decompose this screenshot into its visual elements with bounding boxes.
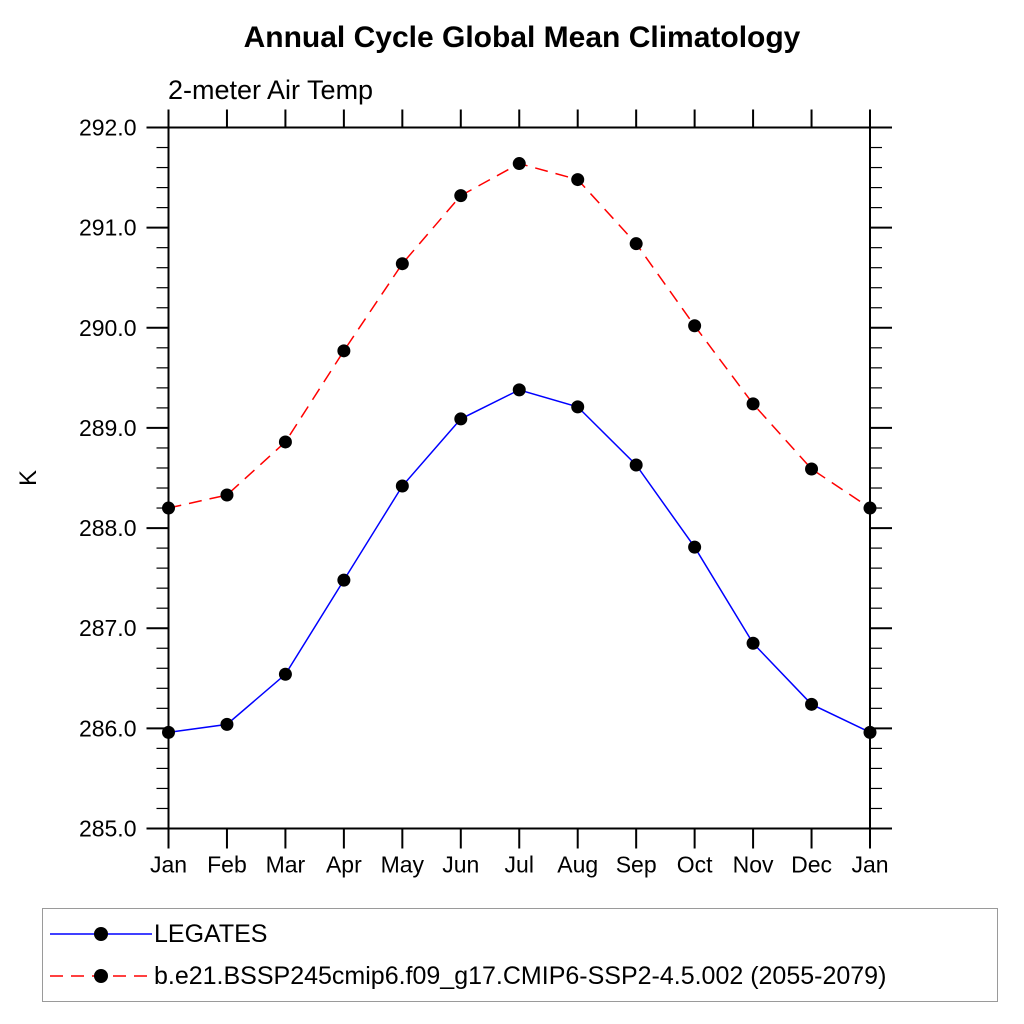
- series-line-model: [168, 162, 871, 509]
- x-tick-label: Apr: [326, 852, 362, 878]
- data-point-marker: [571, 173, 585, 187]
- y-tick-label: 291.0: [79, 215, 137, 241]
- legend-label-legates: LEGATES: [154, 919, 268, 948]
- x-tick-label: Jun: [442, 852, 479, 878]
- data-point-marker: [454, 189, 468, 203]
- legend-marker-dot: [94, 969, 108, 983]
- data-point-marker: [688, 540, 702, 554]
- x-tick-label: Mar: [266, 852, 306, 878]
- data-point-marker: [220, 488, 234, 502]
- chart-title: Annual Cycle Global Mean Climatology: [244, 21, 801, 54]
- data-point-marker: [688, 319, 702, 333]
- data-point-marker: [454, 412, 468, 426]
- series-line-legates: [168, 389, 871, 734]
- y-tick-label: 286.0: [79, 715, 137, 741]
- x-tick-label: Jan: [851, 852, 888, 878]
- x-tick-label: Jan: [150, 852, 187, 878]
- legend-entry-legates: LEGATES: [48, 913, 997, 955]
- data-point-marker: [863, 501, 877, 515]
- data-point-marker: [395, 479, 409, 493]
- data-point-marker: [805, 462, 819, 476]
- data-point-marker: [512, 383, 526, 397]
- data-point-marker: [863, 725, 877, 739]
- legend-marker-dot: [94, 927, 108, 941]
- data-point-marker: [746, 397, 760, 411]
- data-point-marker: [512, 157, 526, 171]
- data-point-marker: [337, 344, 351, 358]
- legend-entry-model: b.e21.BSSP245cmip6.f09_g17.CMIP6-SSP2-4.…: [48, 955, 997, 997]
- x-tick-label: Oct: [677, 852, 713, 878]
- y-axis-label: K: [15, 470, 42, 486]
- legend-line-sample-blue: [50, 927, 152, 941]
- x-tick-label: Jul: [505, 852, 534, 878]
- x-tick-label: Feb: [207, 852, 247, 878]
- data-point-marker: [571, 400, 585, 414]
- x-tick-label: Aug: [557, 852, 598, 878]
- data-point-marker: [278, 435, 292, 449]
- axes: 285.0 286.0 287.0 288.0 289.0 290.0 291.0 292.0…: [79, 109, 892, 878]
- y-tick-label: 285.0: [79, 816, 137, 842]
- x-tick-label: Nov: [733, 852, 774, 878]
- data-point-marker: [162, 501, 175, 515]
- annual-cycle-line-chart: Annual Cycle Global Mean Climatology 2-m…: [15, 21, 892, 878]
- data-point-marker: [629, 458, 643, 472]
- data-point-marker: [629, 237, 643, 251]
- y-tick-label: 287.0: [79, 615, 137, 641]
- x-tick-label: May: [381, 852, 425, 878]
- data-point-marker: [805, 697, 819, 711]
- legend: LEGATES b.e21.BSSP245cmip6.f09_g17.CMIP6…: [42, 908, 998, 1002]
- chart-subtitle: 2-meter Air Temp: [168, 75, 373, 105]
- series-group: [162, 157, 877, 739]
- data-point-marker: [746, 636, 760, 650]
- legend-line-sample-red: [50, 969, 152, 983]
- data-point-marker: [278, 667, 292, 681]
- plot-frame: [167, 126, 871, 830]
- x-tick-label: Dec: [791, 852, 832, 878]
- y-tick-label: 288.0: [79, 515, 137, 541]
- data-point-marker: [220, 717, 234, 731]
- data-point-marker: [162, 725, 175, 739]
- x-tick-label: Sep: [616, 852, 657, 878]
- data-point-marker: [337, 573, 351, 587]
- data-point-marker: [395, 257, 409, 271]
- y-tick-label: 292.0: [79, 115, 137, 141]
- y-tick-label: 290.0: [79, 315, 137, 341]
- legend-label-model: b.e21.BSSP245cmip6.f09_g17.CMIP6-SSP2-4.…: [154, 961, 887, 990]
- y-tick-label: 289.0: [79, 415, 137, 441]
